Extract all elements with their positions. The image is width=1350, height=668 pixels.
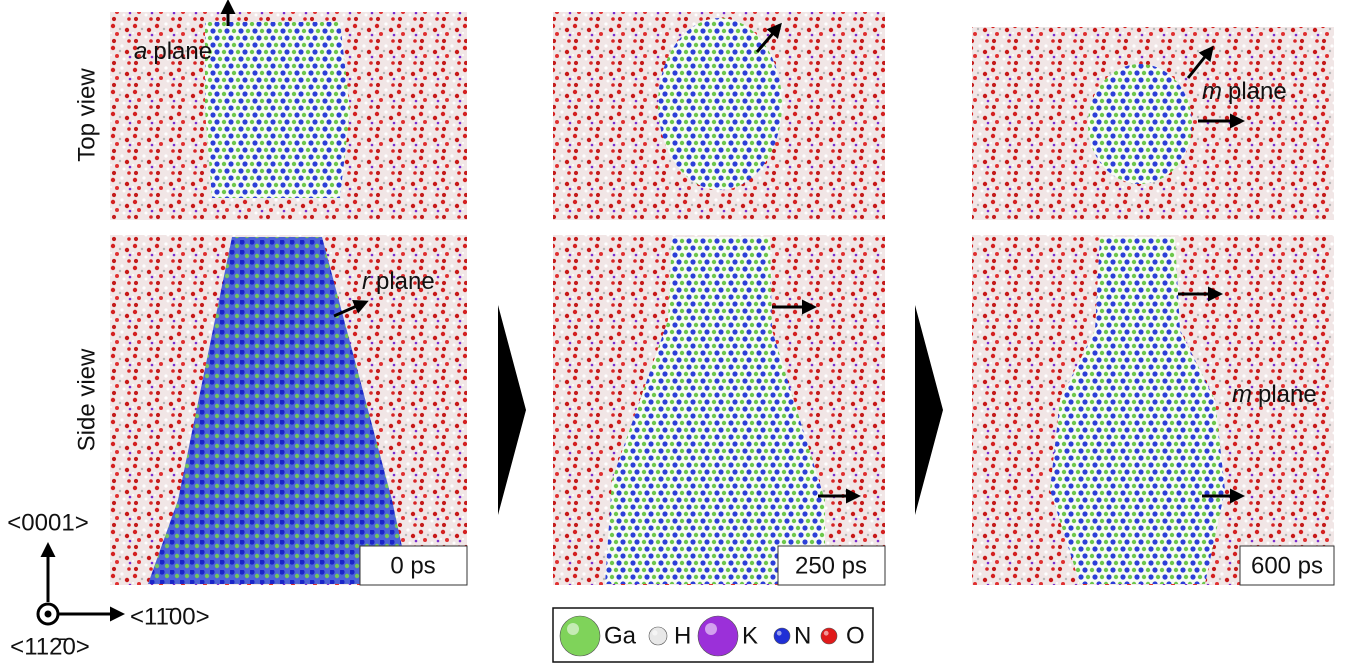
time-label: 600 ps [1251,552,1323,579]
time-label: 250 ps [795,552,867,579]
step-arrow [498,305,526,515]
plane-word: plane [376,268,435,295]
axis-label: <0001> [7,509,88,536]
crystal [1050,237,1225,584]
legend-label: H [674,622,691,649]
legend-sphere [820,627,838,645]
legend-sphere [559,615,601,657]
sphere-highlight [776,630,782,636]
legend-items: Ga H K N O [559,615,865,657]
axis-out-dot [44,610,52,618]
crystal [205,22,350,198]
plane-word: plane [153,38,212,65]
plane-word: plane [1228,78,1287,105]
row-label: Top view [73,68,100,162]
direction-arrows [220,0,1245,504]
legend-sphere [648,626,668,646]
legend-label: Ga [604,622,637,649]
panels [110,12,1334,585]
legend-label: N [794,622,811,649]
crystal [605,237,825,584]
time-label: 0 ps [390,552,435,579]
crystal [658,18,782,190]
time-box [359,545,468,586]
plane-label: m plane [1202,78,1287,105]
time-box [1239,545,1335,586]
axis-label: <112̄0> [10,633,90,660]
plane-letter: a [134,38,147,65]
axis-label: <11̄00> [130,603,210,630]
time-box [777,545,886,586]
sphere-highlight [705,623,717,635]
sphere-highlight [823,630,829,636]
row-label: Side view [73,348,100,451]
legend-sphere [697,615,739,657]
arrow [755,22,782,53]
plane-word: plane [1258,381,1317,408]
plane-label: a plane [134,38,212,65]
crystal [148,237,410,584]
plane-letter: r [362,268,371,295]
plane-letter: m [1232,381,1252,408]
arrow [333,299,369,318]
legend-label: O [846,622,865,649]
arrow [1186,45,1214,79]
plane-letter: m [1202,78,1222,105]
axis-triad [36,542,125,626]
legend-sphere [773,627,791,645]
crystal [1088,64,1192,184]
step-arrow [915,305,943,515]
plane-label: m plane [1232,381,1317,408]
plane-label: r plane [362,268,435,295]
sphere-highlight [567,623,579,635]
legend-label: K [742,622,758,649]
sphere-highlight [652,630,658,636]
